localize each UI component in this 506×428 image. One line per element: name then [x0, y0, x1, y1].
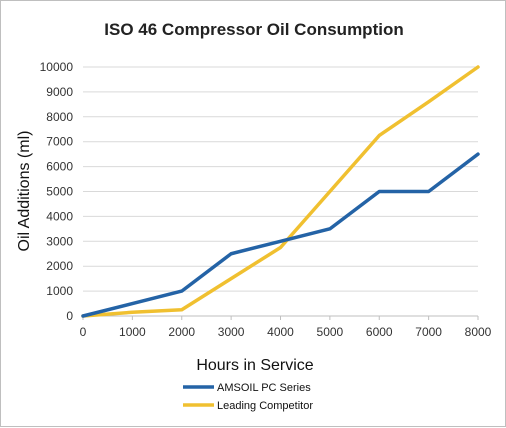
- legend-label: AMSOIL PC Series: [217, 382, 311, 394]
- x-axis-label: Hours in Service: [196, 357, 313, 374]
- x-tick-label: 8000: [465, 325, 492, 339]
- y-tick-label: 10000: [40, 60, 74, 74]
- y-tick-label: 9000: [46, 85, 73, 99]
- y-axis-label: Oil Additions (ml): [16, 131, 33, 252]
- gridlines: [83, 66, 478, 317]
- x-tick-label: 7000: [415, 325, 442, 339]
- series-line-leading-competitor: [81, 65, 480, 318]
- y-tick-label: 6000: [46, 160, 73, 174]
- legend-label: Leading Competitor: [217, 400, 313, 412]
- legend: AMSOIL PC Series Leading Competitor: [183, 382, 313, 412]
- y-tick-label: 8000: [46, 110, 73, 124]
- y-tick-label: 2000: [46, 259, 73, 273]
- chart-title: ISO 46 Compressor Oil Consumption: [104, 20, 403, 39]
- y-tick-label: 1000: [46, 284, 73, 298]
- series-line-amsoil-pc-series: [81, 152, 480, 318]
- y-tick-label: 4000: [46, 209, 73, 223]
- x-axis-ticks: 0 1000 2000 3000 4000 5000 6000 7000 8000: [80, 316, 492, 339]
- y-tick-label: 0: [66, 309, 73, 323]
- y-tick-label: 5000: [46, 185, 73, 199]
- y-tick-label: 7000: [46, 135, 73, 149]
- series-lines: [81, 65, 480, 318]
- y-axis-ticks: 0 1000 2000 3000 4000 5000 6000 7000 8000 9000 100…: [40, 60, 74, 323]
- x-tick-label: 4000: [267, 325, 294, 339]
- x-tick-label: 5000: [317, 325, 344, 339]
- y-tick-label: 3000: [46, 234, 73, 248]
- x-tick-label: 3000: [218, 325, 245, 339]
- x-tick-label: 0: [80, 325, 87, 339]
- x-tick-label: 2000: [168, 325, 195, 339]
- x-tick-label: 6000: [366, 325, 393, 339]
- x-tick-label: 1000: [119, 325, 146, 339]
